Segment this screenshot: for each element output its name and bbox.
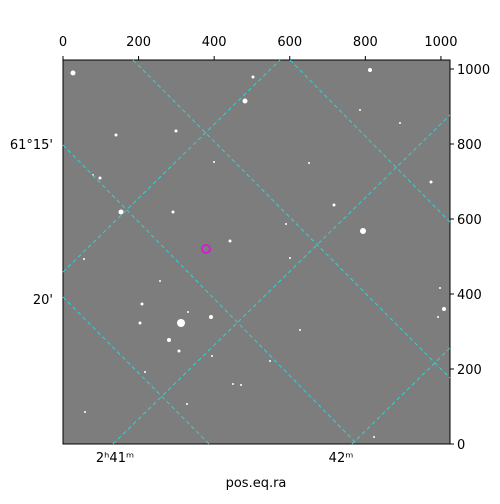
x-tick-label: 1000 (424, 35, 457, 50)
ra-label: 2ʰ41ᵐ (96, 451, 134, 466)
star (118, 209, 124, 215)
wcs-grid (62, 59, 451, 445)
star (289, 257, 291, 259)
star (114, 133, 118, 137)
y-tick-label: 200 (457, 363, 482, 378)
dec-label: 20' (33, 293, 53, 308)
star (240, 384, 242, 386)
x-tick-label: 400 (202, 35, 227, 50)
star (360, 228, 366, 234)
y-tick-label: 600 (457, 213, 482, 228)
dec-label: 61°15' (10, 138, 53, 153)
star (171, 210, 175, 214)
ra-label: 42ᵐ (329, 451, 354, 466)
x-tick-label: 0 (59, 35, 67, 50)
star (251, 75, 255, 79)
star (242, 98, 248, 104)
star (232, 383, 234, 385)
star (174, 129, 178, 133)
star (177, 319, 185, 327)
star (186, 403, 188, 405)
y-tick-label: 400 (457, 288, 482, 303)
star (368, 68, 372, 72)
star (177, 349, 181, 353)
star (429, 180, 433, 184)
star (399, 122, 401, 124)
star (84, 411, 86, 413)
star (98, 176, 102, 180)
star (159, 280, 161, 282)
star (332, 203, 336, 207)
star (138, 321, 142, 325)
star-field (70, 68, 446, 438)
star (439, 287, 441, 289)
y-tick-label: 0 (457, 438, 465, 453)
star (269, 360, 271, 362)
star (140, 302, 144, 306)
star (285, 223, 287, 225)
target-marker (201, 244, 211, 254)
star (437, 316, 439, 318)
x-tick-label: 600 (277, 35, 302, 50)
image-frame (62, 59, 451, 445)
star (442, 307, 446, 311)
x-axis-label: pos.eq.ra (226, 476, 287, 491)
x-tick-label: 800 (353, 35, 378, 50)
star (373, 436, 375, 438)
star (167, 338, 171, 342)
star (228, 239, 232, 243)
star (359, 109, 361, 111)
y-tick-label: 1000 (457, 63, 490, 78)
star (213, 161, 215, 163)
y-tick-label: 800 (457, 138, 482, 153)
star (144, 371, 146, 373)
star (187, 311, 189, 313)
star (70, 70, 76, 76)
star (209, 315, 213, 319)
star (299, 329, 301, 331)
x-tick-label: 200 (126, 35, 151, 50)
star (308, 162, 310, 164)
star (211, 355, 213, 357)
star (83, 258, 85, 260)
